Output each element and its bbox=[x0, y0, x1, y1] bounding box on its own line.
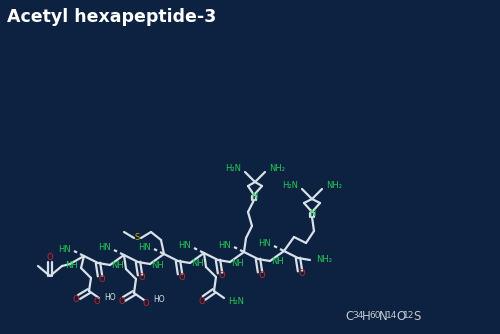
Text: NH: NH bbox=[151, 261, 164, 270]
Text: HO: HO bbox=[153, 295, 164, 304]
Text: HO: HO bbox=[104, 294, 116, 303]
Text: NH₂: NH₂ bbox=[316, 256, 332, 265]
Text: O: O bbox=[138, 274, 145, 283]
Text: O: O bbox=[46, 254, 54, 263]
Text: H: H bbox=[362, 310, 371, 323]
Text: O: O bbox=[298, 270, 306, 279]
Text: NH: NH bbox=[271, 258, 284, 267]
Text: HN: HN bbox=[258, 239, 271, 248]
Text: O: O bbox=[118, 298, 126, 307]
Text: N: N bbox=[379, 310, 388, 323]
Text: HN: HN bbox=[58, 244, 71, 254]
Text: NH: NH bbox=[231, 259, 244, 268]
Text: HN: HN bbox=[218, 240, 231, 249]
Text: H₂N: H₂N bbox=[282, 180, 298, 189]
Text: O: O bbox=[72, 296, 80, 305]
Text: O: O bbox=[198, 297, 205, 306]
Text: O: O bbox=[258, 271, 266, 280]
Text: O: O bbox=[98, 275, 105, 284]
Text: N: N bbox=[251, 191, 257, 200]
Text: NH₂: NH₂ bbox=[269, 164, 285, 172]
Text: 60: 60 bbox=[369, 312, 380, 321]
Text: O: O bbox=[178, 273, 186, 282]
Text: 12: 12 bbox=[403, 312, 414, 321]
Text: S: S bbox=[134, 233, 140, 242]
Text: O: O bbox=[94, 298, 100, 307]
Text: HN: HN bbox=[138, 242, 151, 252]
Text: N: N bbox=[309, 208, 315, 217]
Text: NH: NH bbox=[111, 262, 124, 271]
Text: C: C bbox=[345, 310, 353, 323]
Text: H₂N: H₂N bbox=[225, 164, 241, 172]
Text: 34: 34 bbox=[352, 312, 364, 321]
Text: O: O bbox=[218, 272, 226, 281]
Text: 14: 14 bbox=[386, 312, 398, 321]
Text: Acetyl hexapeptide-3: Acetyl hexapeptide-3 bbox=[7, 8, 216, 26]
Text: HN: HN bbox=[98, 243, 111, 253]
Text: NH: NH bbox=[191, 260, 204, 269]
Text: HN: HN bbox=[178, 241, 191, 250]
Text: NH: NH bbox=[64, 261, 78, 270]
Text: S: S bbox=[413, 310, 420, 323]
Text: O: O bbox=[396, 310, 405, 323]
Text: O: O bbox=[142, 299, 150, 308]
Text: NH₂: NH₂ bbox=[326, 180, 342, 189]
Text: H₂N: H₂N bbox=[228, 297, 244, 306]
